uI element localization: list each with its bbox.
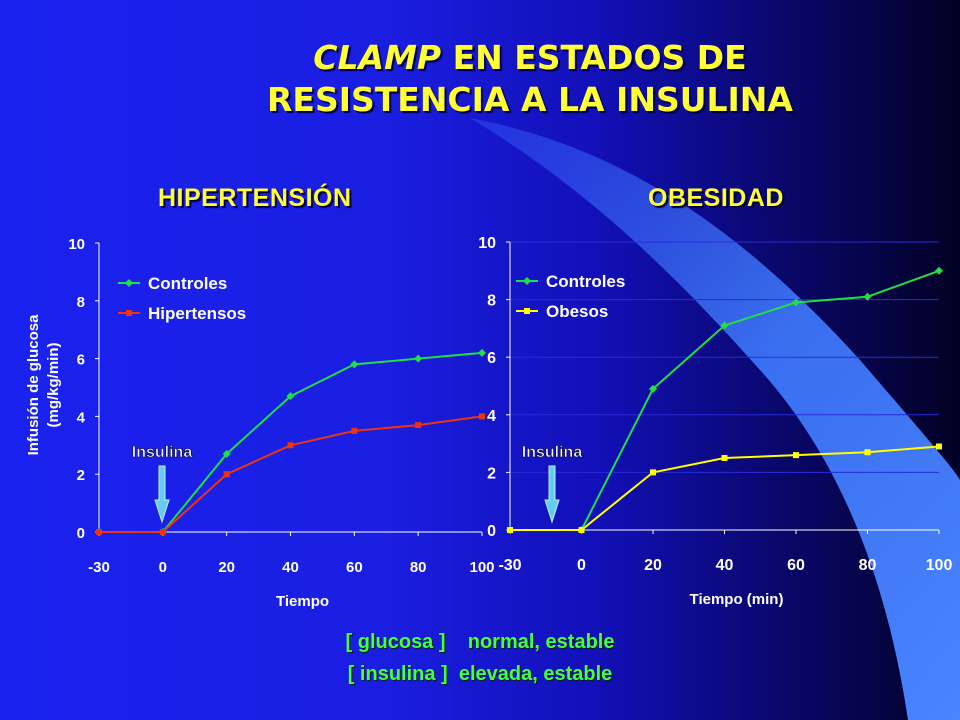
data-point — [864, 449, 871, 456]
y-tick-label: 8 — [77, 294, 85, 311]
y-tick-label: 2 — [77, 467, 85, 484]
data-point — [478, 348, 486, 357]
footer-line-insulina: [ insulina ] elevada, estable — [347, 663, 613, 685]
panel-title-obesidad: OBESIDAD — [648, 184, 784, 212]
y-axis-title-line-1: Infusión de glucosa — [25, 314, 42, 456]
insulina-arrow — [154, 465, 170, 524]
legend-label: Obesos — [546, 302, 608, 321]
insulina-arrow — [544, 465, 560, 524]
x-tick-label: 40 — [282, 559, 299, 576]
x-tick-label: 80 — [859, 557, 877, 574]
data-point — [649, 384, 657, 393]
x-axis-title: Tiempo — [276, 593, 329, 610]
x-tick-label: 60 — [787, 557, 805, 574]
insulina-label: Insulina — [522, 444, 583, 461]
y-tick-label: 6 — [77, 352, 85, 369]
y-axis-title-line-2: (mg/kg/min) — [45, 342, 62, 427]
legend-marker — [524, 308, 530, 314]
panel-title-hipertension: HIPERTENSIÓN — [158, 184, 352, 212]
y-tick-label: 6 — [487, 350, 496, 367]
y-tick-label: 4 — [487, 408, 496, 425]
legend-label: Controles — [546, 272, 625, 291]
data-point — [507, 527, 513, 533]
legend-label: Controles — [148, 274, 227, 293]
x-tick-label: 60 — [346, 559, 363, 576]
data-point — [936, 443, 942, 450]
x-tick-label: 40 — [716, 557, 734, 574]
y-tick-label: 2 — [487, 465, 496, 482]
x-tick-label: 20 — [644, 557, 662, 574]
insulina-label: Insulina — [132, 444, 193, 461]
data-point — [721, 455, 728, 461]
data-point — [792, 298, 800, 307]
x-axis-title: Tiempo (min) — [690, 591, 784, 608]
data-point — [863, 292, 872, 301]
data-point — [415, 422, 422, 429]
y-tick-label: 10 — [478, 235, 496, 252]
data-point — [414, 354, 423, 363]
x-tick-label: 100 — [469, 559, 494, 576]
data-point — [935, 266, 943, 275]
data-point — [650, 469, 656, 476]
data-point — [720, 321, 729, 330]
data-point — [222, 449, 231, 458]
x-tick-label: 20 — [218, 559, 235, 576]
x-tick-label: 80 — [410, 559, 427, 576]
x-tick-label: 0 — [577, 557, 586, 574]
x-tick-label: -30 — [88, 559, 110, 576]
data-point — [578, 527, 585, 533]
legend-marker — [126, 310, 132, 316]
y-tick-label: 4 — [77, 409, 86, 426]
data-point — [287, 442, 294, 449]
y-axis-title: Infusión de glucosa (mg/kg/min) — [25, 314, 62, 456]
data-point — [223, 471, 230, 478]
y-tick-label: 10 — [68, 236, 85, 253]
y-tick-label: 0 — [77, 525, 85, 542]
data-point — [350, 360, 359, 369]
x-tick-label: -30 — [498, 557, 521, 574]
data-point — [351, 427, 358, 434]
x-tick-label: 0 — [159, 559, 167, 576]
footer-line-glucosa: [ glucosa ] normal, estable — [345, 631, 615, 653]
y-tick-label: 8 — [487, 293, 496, 310]
data-point — [159, 529, 166, 535]
slide-title-line-2: RESISTENCIA A LA INSULINA — [267, 80, 793, 119]
slide-title-line-1: CLAMP EN ESTADOS DE — [313, 38, 747, 77]
data-point — [286, 392, 295, 401]
y-tick-label: 0 — [487, 523, 496, 540]
data-point — [96, 529, 102, 535]
data-point — [479, 413, 485, 420]
legend-label: Hipertensos — [148, 304, 246, 323]
data-point — [793, 452, 799, 459]
legend-marker — [523, 277, 531, 285]
legend-marker — [125, 279, 133, 287]
x-tick-label: 100 — [926, 557, 953, 574]
